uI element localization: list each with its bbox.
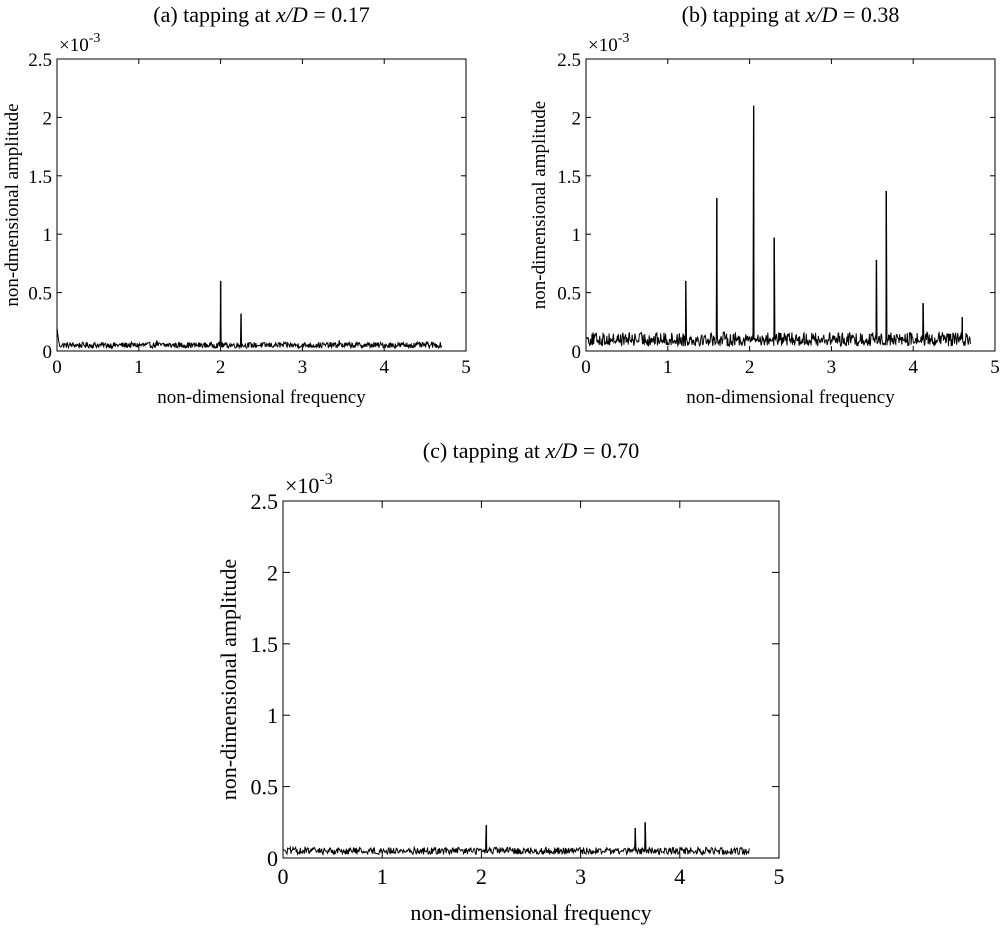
- chart-title-value: = 0.17: [308, 2, 370, 27]
- x-tick-label: 2: [216, 357, 226, 378]
- y-tick-label: 2.5: [557, 50, 581, 71]
- y-tick-label: 0: [267, 846, 278, 871]
- x-tick-label: 3: [298, 357, 308, 378]
- chart-title: (a) tapping at x/D = 0.17: [153, 2, 369, 27]
- y-tick-label: 0: [43, 342, 53, 363]
- y-tick-label: 2: [267, 560, 278, 585]
- x-tick-label: 5: [990, 357, 1000, 378]
- y-tick-label: 1.5: [28, 167, 52, 188]
- x-tick-label: 4: [908, 357, 918, 378]
- x-tick-label: 3: [575, 864, 586, 889]
- y-tick-label: 1: [572, 225, 582, 246]
- x-axis-label: non-dimensional frequency: [686, 387, 895, 408]
- x-tick-label: 1: [663, 357, 673, 378]
- x-tick-label: 3: [827, 357, 837, 378]
- chart-title-prefix: (a) tapping at: [153, 2, 276, 27]
- x-axis-label: non-dimensional frequency: [410, 900, 651, 925]
- chart-title-value: = 0.70: [577, 438, 639, 463]
- exponent-power: -3: [319, 471, 332, 488]
- x-tick-label: 4: [379, 357, 389, 378]
- spectrum-series: [282, 822, 750, 857]
- x-tick-label: 0: [52, 357, 62, 378]
- chart-title: (c) tapping at x/D = 0.70: [423, 438, 639, 463]
- y-axis-label: non-dimensional amplitude: [216, 559, 241, 800]
- chart-title-prefix: (b) tapping at: [682, 2, 806, 27]
- y-tick-label: 2.5: [251, 489, 279, 514]
- y-tick-label: 1.5: [557, 167, 581, 188]
- chart-title-prefix: (c) tapping at: [423, 438, 546, 463]
- y-axis-label: non-dmensional amplitude: [2, 103, 23, 306]
- y-tick-label: 0.5: [251, 775, 279, 800]
- x-tick-label: 5: [461, 357, 471, 378]
- chart-panel-b: (b) tapping at x/D = 0.38 0 1 2 3 4 5 0 0.5 1 1.5 2…: [529, 2, 1000, 408]
- chart-panel-a: (a) tapping at x/D = 0.17 0 1 2 3 4 5 0 0.5 1 1.5 2…: [2, 2, 471, 408]
- x-tick-label: 0: [581, 357, 591, 378]
- chart-panel-c: (c) tapping at x/D = 0.70 0 1 2 3 4 5 0 0.5 1 1.5 2…: [216, 438, 785, 925]
- exponent-power: -3: [89, 31, 101, 46]
- chart-title-value: = 0.38: [837, 2, 899, 27]
- x-tick-label: 2: [476, 864, 487, 889]
- y-tick-label: 1: [267, 703, 278, 728]
- exponent-base: ×10: [285, 473, 319, 498]
- spectrum-series: [56, 280, 442, 350]
- axes-box: [585, 58, 996, 352]
- axes-box: [56, 58, 467, 352]
- exponent-power: -3: [618, 31, 630, 46]
- x-tick-label: 5: [774, 864, 785, 889]
- x-tick-label: 1: [134, 357, 144, 378]
- y-tick-label: 2.5: [28, 50, 52, 71]
- y-axis-label: non-dimensional amplitude: [529, 101, 550, 309]
- y-tick-label: 2: [572, 108, 582, 129]
- y-tick-label: 0.5: [557, 284, 581, 305]
- axes-box: [282, 500, 780, 859]
- exponent-base: ×10: [588, 35, 618, 56]
- chart-title-variable: x/D: [545, 438, 578, 463]
- chart-title-variable: x/D: [275, 2, 308, 27]
- chart-title-variable: x/D: [805, 2, 838, 27]
- y-tick-label: 1.5: [251, 632, 279, 657]
- chart-title: (b) tapping at x/D = 0.38: [682, 2, 900, 27]
- spectrum-series: [585, 105, 971, 348]
- exponent-base: ×10: [59, 35, 89, 56]
- y-tick-label: 2: [43, 108, 53, 129]
- y-exponent-label: ×10-3: [588, 31, 629, 56]
- x-tick-label: 0: [278, 864, 289, 889]
- y-tick-label: 0.5: [28, 284, 52, 305]
- y-tick-label: 1: [43, 225, 53, 246]
- x-tick-label: 1: [377, 864, 388, 889]
- x-tick-label: 4: [674, 864, 685, 889]
- y-exponent-label: ×10-3: [59, 31, 100, 56]
- y-exponent-label: ×10-3: [285, 471, 333, 498]
- x-axis-label: non-dimensional frequency: [157, 387, 366, 408]
- y-tick-label: 0: [572, 342, 582, 363]
- x-tick-label: 2: [745, 357, 755, 378]
